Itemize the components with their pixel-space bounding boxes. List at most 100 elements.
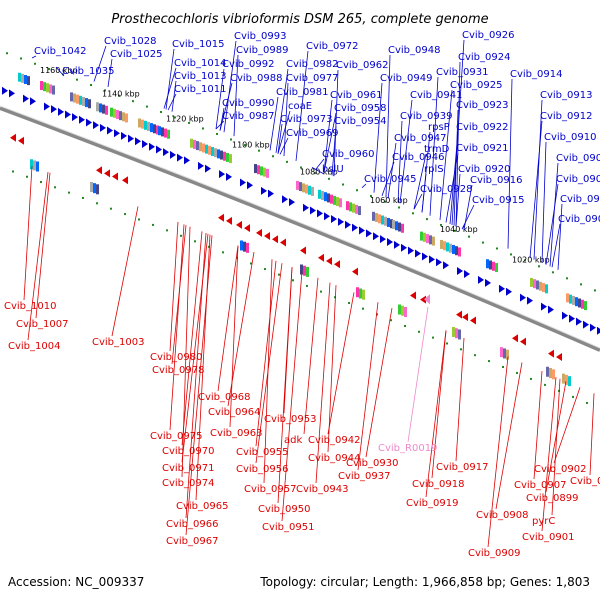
domain-block bbox=[440, 239, 443, 249]
reverse-gene-label: Cvib_0951 bbox=[262, 522, 314, 533]
forward-gene-arrow bbox=[415, 249, 421, 258]
forward-gene-arrow bbox=[142, 140, 148, 149]
domain-block bbox=[458, 329, 461, 340]
forward-gene-arrow bbox=[205, 164, 211, 173]
domain-block bbox=[346, 201, 349, 211]
forward-gene-arrow bbox=[2, 86, 8, 95]
domain-block bbox=[214, 148, 217, 158]
reverse-gene-labels: Cvib_1010 Cvib_1007 Cvib_1004 Cvib_1003 Cvib… bbox=[4, 301, 600, 559]
domain-block bbox=[324, 192, 327, 202]
reverse-gene-arrow bbox=[470, 316, 476, 325]
reverse-gene-label: Cvib_0950 bbox=[258, 504, 310, 515]
forward-gene-leader bbox=[397, 120, 403, 203]
reverse-gene-leader bbox=[303, 277, 319, 435]
domain-block bbox=[327, 193, 330, 203]
domain-block bbox=[40, 81, 43, 91]
domain-block bbox=[530, 277, 533, 287]
tick-dot bbox=[426, 218, 428, 221]
forward-gene-arrow bbox=[562, 311, 568, 320]
forward-gene-arrow bbox=[590, 323, 596, 332]
tick-dot bbox=[516, 371, 518, 374]
forward-gene-label: Cvib_0954 bbox=[334, 116, 386, 127]
forward-gene-label: Cvib_0973 bbox=[280, 114, 332, 125]
forward-gene-label: Cvib_0912 bbox=[540, 111, 592, 122]
domain-block bbox=[246, 242, 249, 253]
tick-dot bbox=[510, 253, 512, 256]
forward-gene-arrow bbox=[51, 105, 57, 114]
forward-gene-leader bbox=[429, 76, 439, 216]
domain-block bbox=[85, 98, 88, 108]
tick-dot bbox=[222, 251, 224, 254]
reverse-gene-leader bbox=[551, 378, 561, 516]
forward-gene-leader bbox=[529, 120, 543, 258]
domain-block bbox=[46, 83, 49, 93]
forward-gene-label: Cvib_0990 bbox=[222, 98, 274, 109]
forward-gene-arrow bbox=[156, 145, 162, 154]
domain-block bbox=[533, 279, 536, 289]
forward-gene-leader bbox=[279, 137, 289, 155]
tick-dot bbox=[26, 175, 28, 178]
reverse-gene-label: Cvib_0937 bbox=[338, 471, 390, 482]
tick-dot bbox=[320, 290, 322, 293]
domain-block bbox=[443, 241, 446, 251]
reverse-gene-arrow bbox=[512, 334, 518, 343]
domain-block bbox=[266, 168, 269, 178]
reverse-gene-leader bbox=[315, 282, 331, 484]
forward-gene-arrow bbox=[436, 258, 442, 267]
forward-gene-label: trmD bbox=[424, 144, 450, 155]
domain-block bbox=[21, 73, 24, 83]
domain-block bbox=[455, 246, 458, 256]
tick-dot bbox=[306, 284, 308, 287]
forward-gene-arrow bbox=[485, 278, 491, 287]
genome-summary-text: Topology: circular; Length: 1,966,858 bp… bbox=[259, 575, 590, 589]
domain-block bbox=[404, 306, 407, 317]
domain-block bbox=[452, 326, 455, 337]
forward-gene-leader bbox=[455, 61, 461, 227]
domain-block bbox=[260, 166, 263, 176]
forward-gene-label: Cvib_0987 bbox=[222, 111, 274, 122]
tick-dot bbox=[446, 342, 448, 345]
domain-block bbox=[119, 111, 122, 121]
domain-block bbox=[503, 348, 506, 359]
tick-dot bbox=[146, 105, 148, 108]
forward-gene-leader bbox=[163, 67, 177, 109]
domain-block bbox=[384, 216, 387, 226]
tick-dot bbox=[412, 212, 414, 215]
domain-block bbox=[398, 304, 401, 315]
domain-block bbox=[96, 102, 99, 112]
forward-gene-leader bbox=[223, 40, 237, 133]
domain-block bbox=[333, 195, 336, 205]
reverse-gene-label: Cvib_0957 bbox=[244, 484, 296, 495]
forward-gene-label: Cvib_1015 bbox=[172, 39, 224, 50]
tick-dot bbox=[278, 273, 280, 276]
reverse-gene-leader bbox=[263, 259, 273, 484]
reverse-gene-arrow bbox=[456, 310, 462, 319]
domain-block bbox=[429, 235, 432, 245]
reverse-gene-arrow bbox=[244, 224, 250, 233]
tick-dot bbox=[440, 223, 442, 226]
domain-block bbox=[336, 197, 339, 207]
tick-dot bbox=[496, 247, 498, 250]
forward-gene-label: Cvib_0939 bbox=[400, 111, 452, 122]
forward-gene-leader bbox=[269, 96, 279, 151]
domain-block bbox=[33, 160, 36, 171]
forward-gene-arrow bbox=[240, 178, 246, 187]
tick-dot bbox=[90, 84, 92, 87]
domain-block bbox=[43, 82, 46, 92]
forward-gene-arrow bbox=[520, 293, 526, 302]
forward-gene-arrow bbox=[72, 113, 78, 122]
forward-gene-leader bbox=[439, 89, 453, 220]
forward-gene-label: Cvib_0977 bbox=[286, 73, 338, 84]
forward-gene-arrow bbox=[135, 137, 141, 146]
tick-dot bbox=[404, 324, 406, 327]
forward-gene-label: Cvib_0993 bbox=[234, 31, 286, 42]
domain-block bbox=[229, 154, 232, 164]
reverse-gene-label: Cvib_0909 bbox=[468, 548, 520, 559]
reverse-gene-label: Cvib_0978 bbox=[152, 365, 204, 376]
scale-label: 1100 kbp bbox=[232, 140, 270, 149]
reverse-gene-leader bbox=[185, 235, 213, 536]
reverse-gene-arrow bbox=[520, 337, 526, 346]
forward-gene-labels: Cvib_1042 Cvib_1035 Cvib_1028 Cvib_1025 Cvib… bbox=[34, 30, 600, 225]
domain-block bbox=[27, 76, 30, 86]
tick-dot bbox=[54, 186, 56, 189]
